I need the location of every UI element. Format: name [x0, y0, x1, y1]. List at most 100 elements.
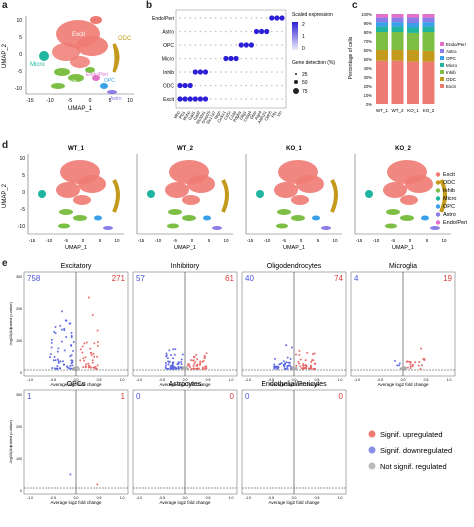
- dotplot-dot: [235, 17, 237, 19]
- dotplot-dot: [255, 84, 258, 87]
- stackbar-ytick: 10%: [364, 93, 373, 98]
- umap-d-ytick: -10: [18, 224, 25, 230]
- dotplot-dot: [260, 17, 263, 19]
- volcano-xlabel: Average log2 fold change: [269, 500, 320, 505]
- volcano-up-count: 1: [121, 392, 126, 401]
- umap-a-ylabel: UMAP_2: [2, 43, 8, 68]
- dotplot-dot: [225, 44, 227, 46]
- volcano-panel-e: Excitatory 758 271 -1.0 -0.5 0.0 0.5 1.0 Average…: [8, 263, 456, 505]
- volcano-down-count: 0: [245, 392, 250, 401]
- stackbar-ytick: 80%: [364, 30, 373, 35]
- volcano-xtick: 0.5: [97, 496, 102, 500]
- stackbar-legend-swatch: [440, 70, 444, 74]
- umap-sample-title: KO_1: [286, 146, 302, 152]
- volcano-xtick: 1.0: [447, 378, 452, 382]
- expr-colorbar: [292, 22, 298, 50]
- label-endo-peri: Endo/Peri: [86, 72, 108, 78]
- umap-d-xlabel: UMAP_1: [174, 245, 196, 250]
- umap-d-xtick: -10: [373, 238, 380, 243]
- stackbar-segment: [391, 22, 404, 27]
- dotplot-dot: [255, 44, 258, 46]
- volcano-xlabel: Average log2 fold change: [160, 500, 211, 505]
- dotplot-dot: [243, 42, 249, 48]
- umap-sample-panel: KO_1 -15 -10 -5 0 5 10 UMAP_1: [245, 146, 342, 250]
- dotplot-dot: [199, 17, 202, 19]
- dotplot-dot: [220, 98, 222, 100]
- umap-legend-dot: [435, 212, 441, 217]
- umap-a-xtick: -10: [46, 98, 53, 104]
- umap-d-xtick: -15: [29, 238, 36, 243]
- volcano-xtick: -1.0: [136, 378, 142, 382]
- stackbar-legend-swatch: [440, 84, 444, 88]
- stackbar-segment: [422, 32, 435, 51]
- dotplot-row-label: Endo/Peri: [152, 16, 174, 22]
- dotplot-dot: [240, 57, 242, 60]
- volcano-up-count: 271: [112, 274, 126, 283]
- volcano-up-count: 0: [339, 392, 344, 401]
- dotplot-dot: [240, 84, 242, 87]
- umap-legend-label: Excit: [443, 172, 455, 178]
- umap-legend-dot: [435, 204, 441, 209]
- dotplot-dot: [235, 44, 237, 46]
- stackbar-segment: [391, 17, 404, 23]
- volcano-xtick: 0.0: [74, 496, 79, 500]
- umap-d-xtick: -10: [46, 238, 53, 243]
- stackbar-segment: [407, 23, 419, 28]
- dotplot-dot: [220, 57, 222, 60]
- dotplot-dot: [225, 17, 227, 19]
- volcano-plot: Endothelial/Pericytes 0 0 -1.0 -0.5 0.0 0.5 1.0…: [241, 381, 347, 505]
- dotplot-dot: [194, 84, 197, 87]
- dotplot-dot: [220, 17, 222, 19]
- stackbar-segment: [407, 14, 419, 18]
- volcano-xtick: -1.0: [27, 496, 33, 500]
- dotplot-gene-label: Csf1r: [223, 109, 232, 120]
- dotplot-gene-label: Cldn5: [263, 109, 273, 121]
- umap-d-xtick: -10: [155, 238, 162, 243]
- dotplot-dot: [204, 30, 207, 33]
- volcano-xtick: -0.5: [50, 496, 56, 500]
- umap-sample-panel: KO_2 -15 -10 -5 0 5 10 UMAP_1: [354, 146, 451, 250]
- volcano-legend-label: Not signif. regulated: [380, 462, 447, 471]
- umap-d-xlabel: UMAP_1: [392, 245, 414, 250]
- dotplot-dot: [276, 30, 278, 33]
- volcano-title: Inhibitory: [171, 263, 200, 270]
- stackbar-segment: [422, 17, 435, 23]
- volcano-xlabel: Average log2 fold change: [160, 382, 211, 387]
- dotplot-dot: [214, 84, 217, 87]
- dotplot-gene-label: Slc32a1: [195, 109, 207, 125]
- dotplot-dot: [204, 44, 207, 46]
- volcano-down-count: 1: [27, 392, 32, 401]
- umap-d-ytick: 10: [19, 156, 25, 162]
- dotplot-gene-label: Aqp4: [253, 109, 262, 120]
- dotplot-dot: [223, 55, 229, 62]
- dotplot-dot: [230, 98, 232, 100]
- dotplot-dot: [271, 57, 273, 60]
- umap-sample-title: WT_1: [68, 146, 85, 152]
- umap-a-ytick: 10: [16, 18, 22, 24]
- dotplot-dot: [235, 30, 237, 33]
- cluster-endo-peri: [92, 75, 100, 81]
- umap-legend-dot: [435, 172, 441, 177]
- stackbar-ytick: 50%: [364, 57, 373, 62]
- dotplot-dot: [235, 71, 237, 73]
- umap-d-xtick: -15: [356, 238, 363, 243]
- dotplot-gene-label: Mbp: [173, 109, 182, 119]
- volcano-ytick: 300: [16, 393, 22, 397]
- dotplot-dot: [281, 84, 283, 87]
- stackbar-legend-label: Endo/Peri: [446, 42, 466, 47]
- umap-d-xtick: -10: [264, 238, 271, 243]
- umap-d-xtick: 5: [426, 238, 429, 243]
- dotplot-gene-label: Aldh1l1: [257, 109, 268, 124]
- dotplot-dot: [281, 44, 283, 46]
- dotplot-dot: [225, 84, 227, 87]
- umap-d-xtick: 10: [441, 238, 447, 243]
- volcano-plot: Microglia 4 19 -1.0 -0.5 0.0 0.5 1.0 Average log…: [350, 263, 456, 387]
- dotplot-gene-label: Cspg4: [242, 109, 252, 122]
- umap-d-ytick: 5: [22, 173, 25, 179]
- dotplot-dot: [245, 30, 248, 33]
- volcano-plot: Astrocytes 0 0 -1.0 -0.5 0.0 0.5 1.0 Average log…: [132, 381, 238, 505]
- volcano-legend-label: Signif. downregulated: [380, 446, 452, 455]
- stackbar-ytick: 30%: [364, 75, 373, 80]
- dotplot-dot: [184, 44, 186, 46]
